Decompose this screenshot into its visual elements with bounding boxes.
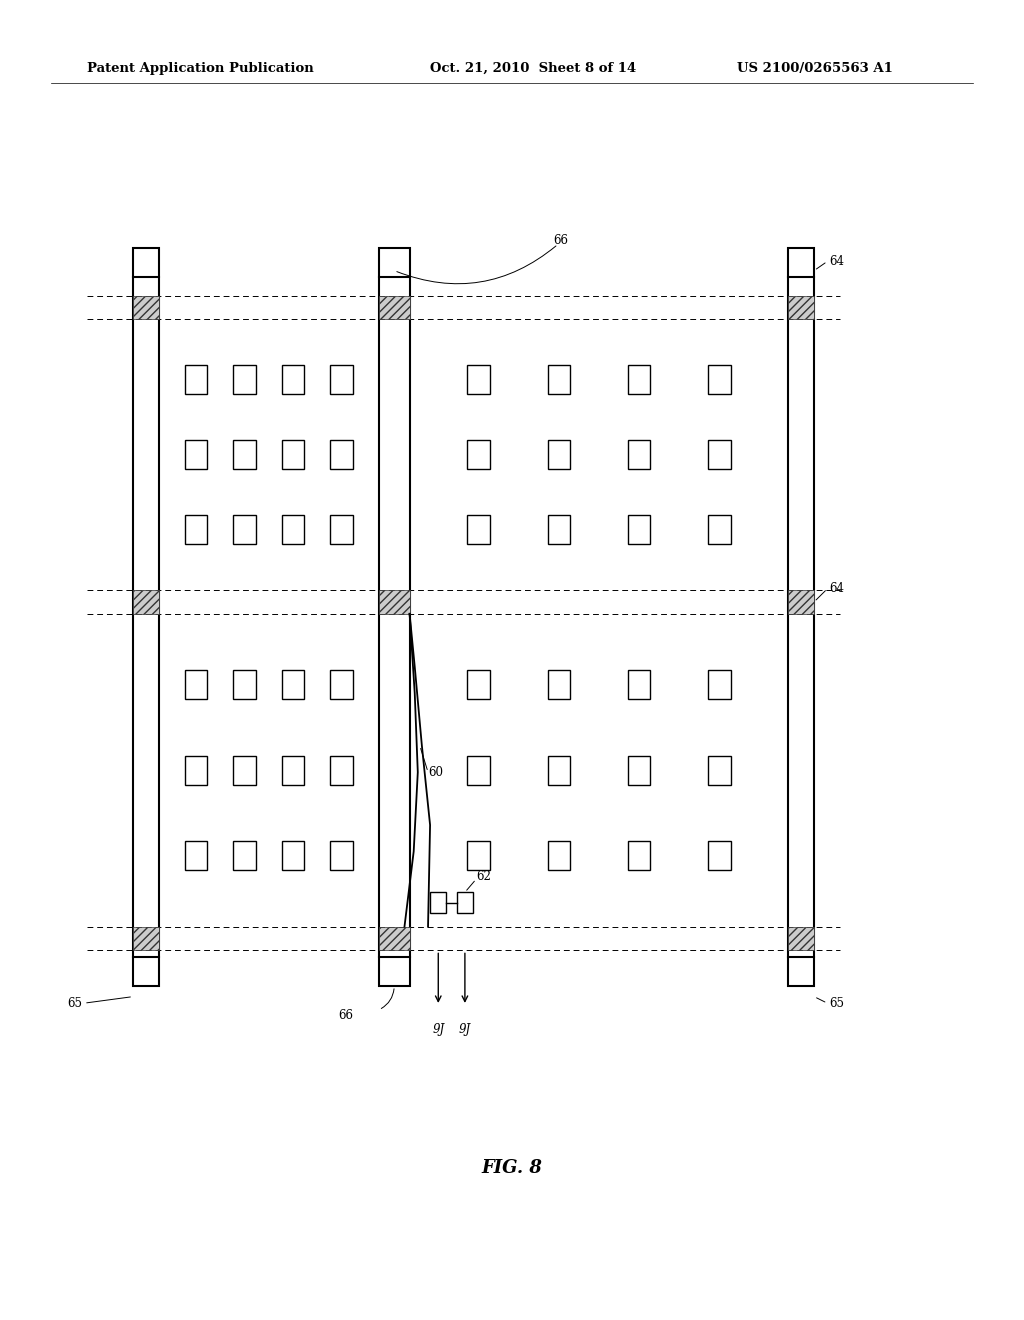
Bar [233, 441, 256, 470]
Text: Patent Application Publication: Patent Application Publication [87, 62, 313, 75]
Bar [133, 296, 159, 319]
Bar [282, 366, 304, 395]
Bar [628, 515, 650, 544]
Bar [457, 892, 473, 913]
Bar [467, 671, 489, 700]
Bar [282, 441, 304, 470]
Bar [379, 590, 410, 614]
Text: Oct. 21, 2010  Sheet 8 of 14: Oct. 21, 2010 Sheet 8 of 14 [430, 62, 636, 75]
Bar [467, 366, 489, 395]
Bar [788, 590, 814, 614]
Bar [788, 957, 814, 986]
Bar [331, 441, 353, 470]
Bar [233, 671, 256, 700]
Bar [467, 515, 489, 544]
Bar [184, 366, 207, 395]
Bar [548, 841, 570, 870]
Bar [282, 841, 304, 870]
Bar [709, 841, 731, 870]
Bar [282, 755, 304, 784]
Text: 65: 65 [67, 997, 82, 1010]
Bar [709, 515, 731, 544]
Bar [709, 366, 731, 395]
Text: 9J: 9J [459, 1023, 471, 1036]
Bar [430, 892, 446, 913]
Bar [379, 296, 410, 319]
Text: US 2100/0265563 A1: US 2100/0265563 A1 [737, 62, 893, 75]
Bar [331, 841, 353, 870]
Bar [628, 366, 650, 395]
Bar [133, 590, 159, 614]
Bar [709, 441, 731, 470]
Bar [233, 366, 256, 395]
Bar [548, 515, 570, 544]
Bar [709, 755, 731, 784]
Bar [467, 841, 489, 870]
Bar [331, 671, 353, 700]
Bar [133, 927, 159, 950]
Bar [548, 366, 570, 395]
Bar [133, 957, 159, 986]
Bar [331, 755, 353, 784]
Bar [788, 927, 814, 950]
Bar [548, 441, 570, 470]
Bar [628, 755, 650, 784]
Bar [788, 296, 814, 319]
Text: 9J: 9J [432, 1023, 444, 1036]
Bar [184, 671, 207, 700]
Bar [184, 755, 207, 784]
Bar [628, 441, 650, 470]
Text: FIG. 8: FIG. 8 [481, 1159, 543, 1177]
Bar [548, 755, 570, 784]
Bar [184, 441, 207, 470]
Bar [282, 671, 304, 700]
Text: 66: 66 [553, 234, 568, 247]
Bar [548, 671, 570, 700]
Bar [233, 515, 256, 544]
Text: 60: 60 [428, 766, 443, 779]
Text: 64: 64 [829, 582, 845, 595]
Bar [233, 755, 256, 784]
Text: 62: 62 [476, 870, 492, 883]
Bar [628, 841, 650, 870]
Bar [467, 441, 489, 470]
Bar [788, 248, 814, 277]
Bar [709, 671, 731, 700]
Bar [331, 366, 353, 395]
Bar [467, 755, 489, 784]
Bar [331, 515, 353, 544]
Bar [379, 248, 410, 277]
Bar [379, 957, 410, 986]
Bar [233, 841, 256, 870]
Bar [184, 515, 207, 544]
Bar [282, 515, 304, 544]
Text: 66: 66 [338, 1008, 353, 1022]
Bar [628, 671, 650, 700]
Text: 65: 65 [829, 997, 845, 1010]
Bar [379, 927, 410, 950]
Bar [184, 841, 207, 870]
Text: 64: 64 [829, 255, 845, 268]
Bar [133, 248, 159, 277]
